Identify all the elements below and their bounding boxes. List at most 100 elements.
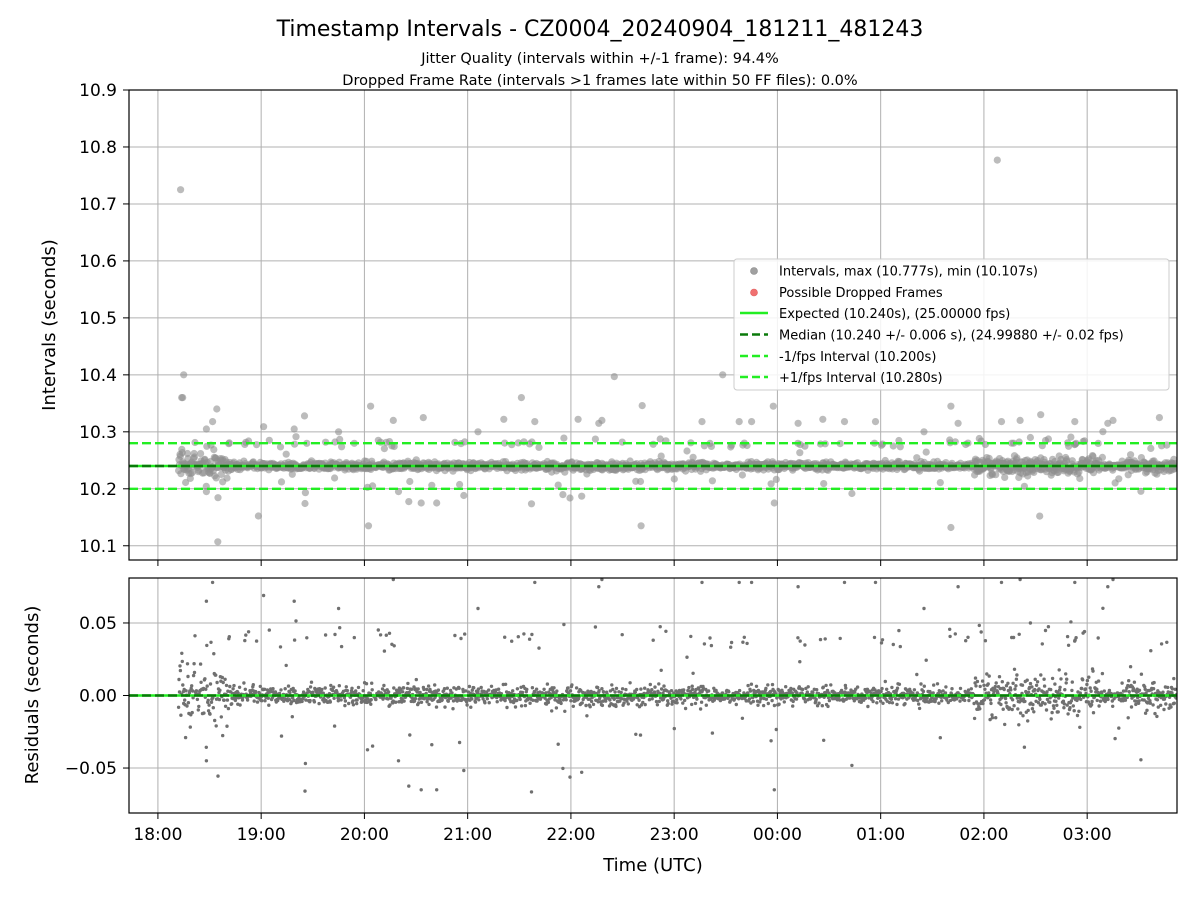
residual-point bbox=[588, 705, 592, 709]
residual-point bbox=[842, 580, 847, 585]
residual-point bbox=[189, 686, 193, 691]
residual-point bbox=[1080, 686, 1084, 691]
interval-point bbox=[179, 394, 187, 402]
interval-point bbox=[182, 478, 190, 487]
residual-point bbox=[1015, 696, 1019, 700]
residual-point bbox=[611, 687, 615, 692]
residual-point bbox=[737, 688, 742, 693]
residual-point bbox=[214, 673, 218, 677]
interval-point bbox=[636, 477, 645, 486]
interval-point bbox=[210, 446, 218, 454]
residual-point bbox=[503, 698, 507, 703]
residual-point bbox=[209, 640, 213, 644]
residual-point bbox=[815, 688, 819, 692]
residual-point bbox=[343, 699, 348, 703]
residual-point bbox=[1071, 704, 1076, 708]
residual-point bbox=[1042, 677, 1046, 681]
residual-point bbox=[824, 683, 828, 688]
residual-point bbox=[472, 686, 476, 690]
residual-point bbox=[932, 683, 936, 687]
residual-point bbox=[1043, 702, 1047, 706]
residual-point bbox=[176, 705, 181, 709]
residual-point bbox=[183, 698, 187, 702]
interval-point bbox=[225, 439, 233, 447]
residual-point bbox=[981, 701, 985, 706]
residual-point bbox=[796, 636, 800, 640]
residual-point bbox=[487, 701, 491, 705]
residual-point bbox=[657, 682, 661, 686]
residual-point bbox=[1028, 621, 1033, 625]
residual-point bbox=[897, 682, 902, 686]
residual-point bbox=[409, 687, 414, 691]
residual-point bbox=[193, 634, 197, 638]
residual-point bbox=[729, 645, 733, 649]
residual-point bbox=[1014, 684, 1018, 688]
intervals-y-tick-label: 10.2 bbox=[79, 480, 117, 500]
interval-point bbox=[202, 425, 210, 433]
residual-point bbox=[987, 691, 991, 695]
interval-point bbox=[1026, 433, 1034, 442]
residual-point bbox=[345, 688, 349, 693]
residual-point bbox=[518, 697, 522, 702]
residual-point bbox=[1011, 681, 1015, 685]
interval-point bbox=[947, 523, 955, 532]
residual-point bbox=[643, 702, 647, 707]
interval-point bbox=[1015, 438, 1023, 446]
residual-point bbox=[1022, 745, 1027, 749]
residual-point bbox=[455, 699, 459, 703]
intervals-reference-lines bbox=[129, 442, 1177, 490]
residual-point bbox=[391, 578, 395, 582]
residual-point bbox=[1045, 697, 1050, 702]
interval-point bbox=[288, 470, 296, 478]
interval-point bbox=[514, 439, 522, 447]
residual-point bbox=[470, 688, 474, 692]
residual-point bbox=[210, 580, 215, 585]
residual-point bbox=[924, 658, 928, 662]
residual-point bbox=[1052, 706, 1056, 710]
interval-point bbox=[276, 443, 285, 451]
residual-point bbox=[1049, 717, 1053, 721]
residual-point bbox=[921, 689, 926, 694]
residual-point bbox=[1165, 640, 1169, 644]
residual-point bbox=[323, 633, 328, 637]
residual-point bbox=[706, 689, 711, 693]
residual-point bbox=[1011, 635, 1016, 640]
residual-point bbox=[855, 697, 859, 701]
residual-point bbox=[546, 700, 551, 705]
residual-point bbox=[600, 687, 604, 691]
residual-point bbox=[1002, 687, 1006, 692]
residual-point bbox=[568, 775, 572, 779]
residual-point bbox=[695, 697, 699, 701]
residual-point bbox=[1159, 642, 1164, 646]
residual-point bbox=[600, 703, 605, 708]
residual-point bbox=[218, 688, 222, 692]
residual-point bbox=[1021, 714, 1025, 718]
residual-point bbox=[749, 580, 754, 585]
residual-point bbox=[659, 668, 663, 672]
residual-point bbox=[211, 706, 215, 710]
interval-point bbox=[456, 480, 464, 489]
residual-point bbox=[333, 632, 337, 637]
residual-point bbox=[614, 686, 619, 691]
residual-point bbox=[1061, 699, 1066, 703]
intervals-y-axis-label: Intervals (seconds) bbox=[39, 239, 60, 411]
residual-point bbox=[901, 691, 906, 695]
residual-point bbox=[1078, 691, 1083, 695]
residual-point bbox=[1091, 711, 1096, 715]
residual-point bbox=[537, 646, 541, 650]
residual-point bbox=[915, 672, 919, 677]
interval-point bbox=[954, 419, 962, 427]
legend-marker-intervals bbox=[750, 267, 758, 275]
residual-point bbox=[186, 674, 190, 679]
residual-point bbox=[1088, 686, 1092, 690]
residual-point bbox=[392, 644, 396, 648]
intervals-y-tick-label: 10.9 bbox=[79, 81, 117, 101]
interval-point bbox=[223, 474, 231, 482]
residual-point bbox=[198, 662, 203, 666]
residual-point bbox=[880, 638, 885, 642]
residual-point bbox=[747, 697, 752, 701]
residual-point bbox=[254, 639, 259, 643]
interval-point bbox=[769, 402, 777, 410]
residual-point bbox=[516, 635, 520, 639]
residual-point bbox=[263, 699, 267, 703]
